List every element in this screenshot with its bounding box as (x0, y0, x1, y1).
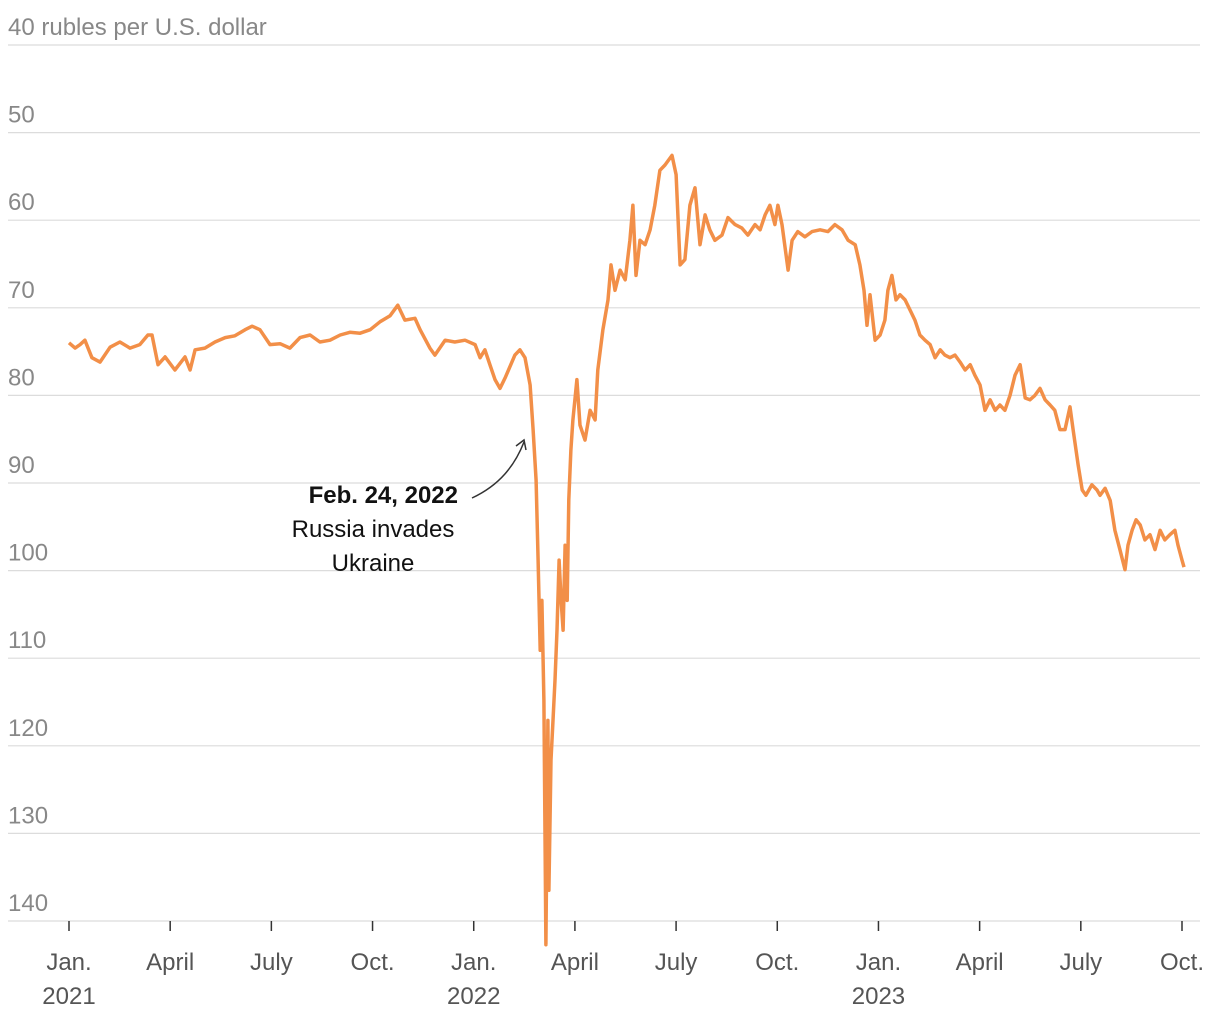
y-tick-label: 80 (8, 364, 35, 391)
y-tick-label: 140 (8, 890, 48, 917)
annotation: Feb. 24, 2022 Russia invades Ukraine (292, 438, 527, 577)
x-tick-label: July (250, 949, 293, 976)
annotation-text: Ukraine (332, 550, 415, 577)
x-tick-label: April (146, 949, 194, 976)
x-year-label: 2022 (447, 983, 500, 1010)
y-tick-label: 90 (8, 452, 35, 479)
x-axis: Jan. April July Oct. Jan. April July Oct. Jan. Ap… (42, 921, 1204, 1010)
x-tick-label: July (655, 949, 698, 976)
x-tick-label: July (1059, 949, 1102, 976)
x-year-label: 2021 (42, 983, 95, 1010)
x-tick-label: April (956, 949, 1004, 976)
x-tick-label: Oct. (351, 949, 395, 976)
x-tick-label: Jan. (856, 949, 901, 976)
y-tick-label: 60 (8, 189, 35, 216)
y-tick-label: 130 (8, 802, 48, 829)
annotation-arrowhead (515, 438, 527, 451)
x-tick-label: Oct. (1160, 949, 1204, 976)
grid: 40 rubles per U.S. dollar 50 60 70 80 90 100 11… (8, 14, 1200, 922)
y-tick-label: 70 (8, 277, 35, 304)
x-tick-label: Jan. (46, 949, 91, 976)
y-tick-label: 50 (8, 102, 35, 129)
annotation-arrow (471, 441, 525, 499)
y-tick-label: 120 (8, 715, 48, 742)
plot (67, 153, 1186, 947)
line (67, 153, 1186, 947)
x-tick-label: Jan. (451, 949, 496, 976)
x-tick-label: April (551, 949, 599, 976)
y-tick-label: 40 rubles per U.S. dollar (8, 14, 267, 41)
y-tick-label: 100 (8, 540, 48, 567)
x-year-label: 2023 (852, 983, 905, 1010)
annotation-text: Russia invades (292, 516, 455, 543)
x-tick-label: Oct. (755, 949, 799, 976)
annotation-title: Feb. 24, 2022 (309, 482, 458, 509)
y-tick-label: 110 (8, 627, 46, 654)
